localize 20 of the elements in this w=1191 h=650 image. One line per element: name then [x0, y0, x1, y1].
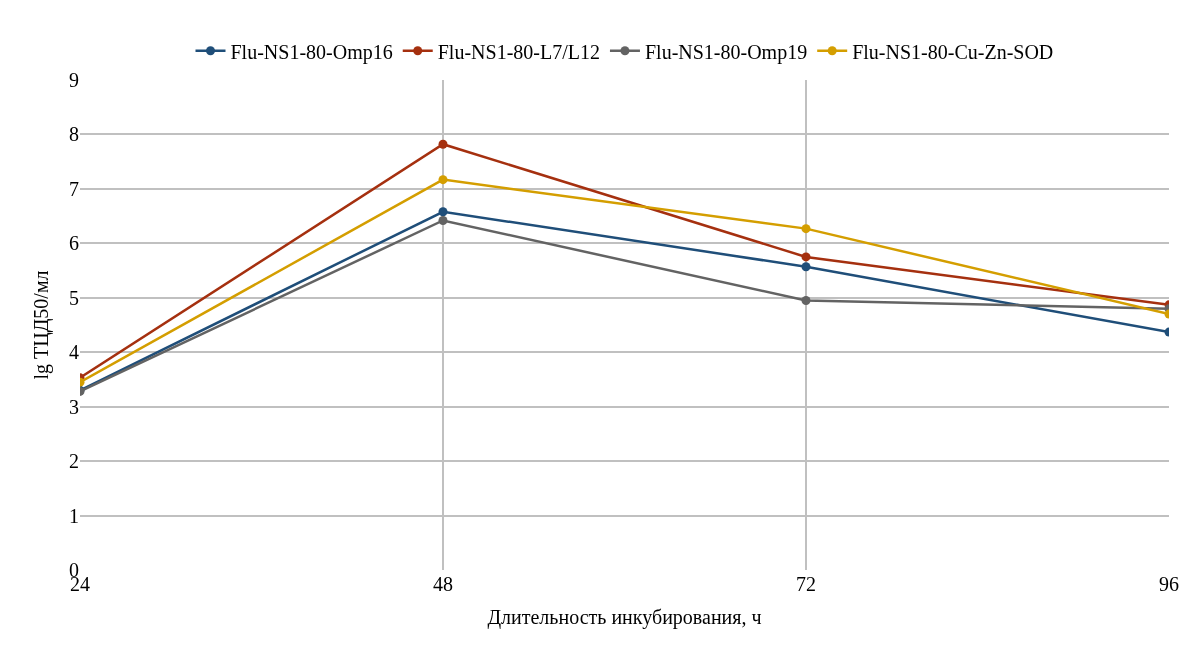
y-tick-label: 5 [69, 286, 79, 309]
y-tick-label: 3 [69, 395, 79, 418]
point [438, 207, 448, 217]
y-tick-label: 6 [69, 232, 79, 255]
y-tick-label: 9 [69, 69, 79, 91]
x-tick-label: 96 [1159, 573, 1179, 595]
y-axis-title: lg ТЦД50/мл [29, 270, 53, 380]
y-tick-label: 4 [69, 341, 79, 364]
y-tick-label: 2 [69, 450, 79, 473]
legend-label: Flu-NS1-80-Omp16 [230, 40, 393, 64]
legend-label: Flu-NS1-80-L7/L12 [437, 40, 600, 63]
legend-label: Flu-NS1-80-Cu-Zn-SOD [852, 40, 1054, 63]
y-tick-label: 8 [69, 123, 79, 146]
y-tick-label: 1 [69, 504, 79, 527]
point [801, 262, 811, 272]
x-tick-label: 72 [796, 573, 816, 595]
y-tick-label: 7 [69, 177, 79, 200]
legend-label: Flu-NS1-80-Omp19 [644, 40, 808, 64]
x-tick-label: 48 [433, 573, 453, 595]
x-axis-title: Длительность инкубирования, ч [487, 605, 762, 629]
